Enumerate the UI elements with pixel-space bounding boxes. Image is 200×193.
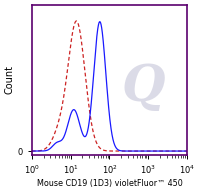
Text: Q: Q	[122, 63, 165, 112]
X-axis label: Mouse CD19 (1D3) violetFluor™ 450: Mouse CD19 (1D3) violetFluor™ 450	[37, 179, 182, 188]
Y-axis label: Count: Count	[5, 65, 15, 94]
